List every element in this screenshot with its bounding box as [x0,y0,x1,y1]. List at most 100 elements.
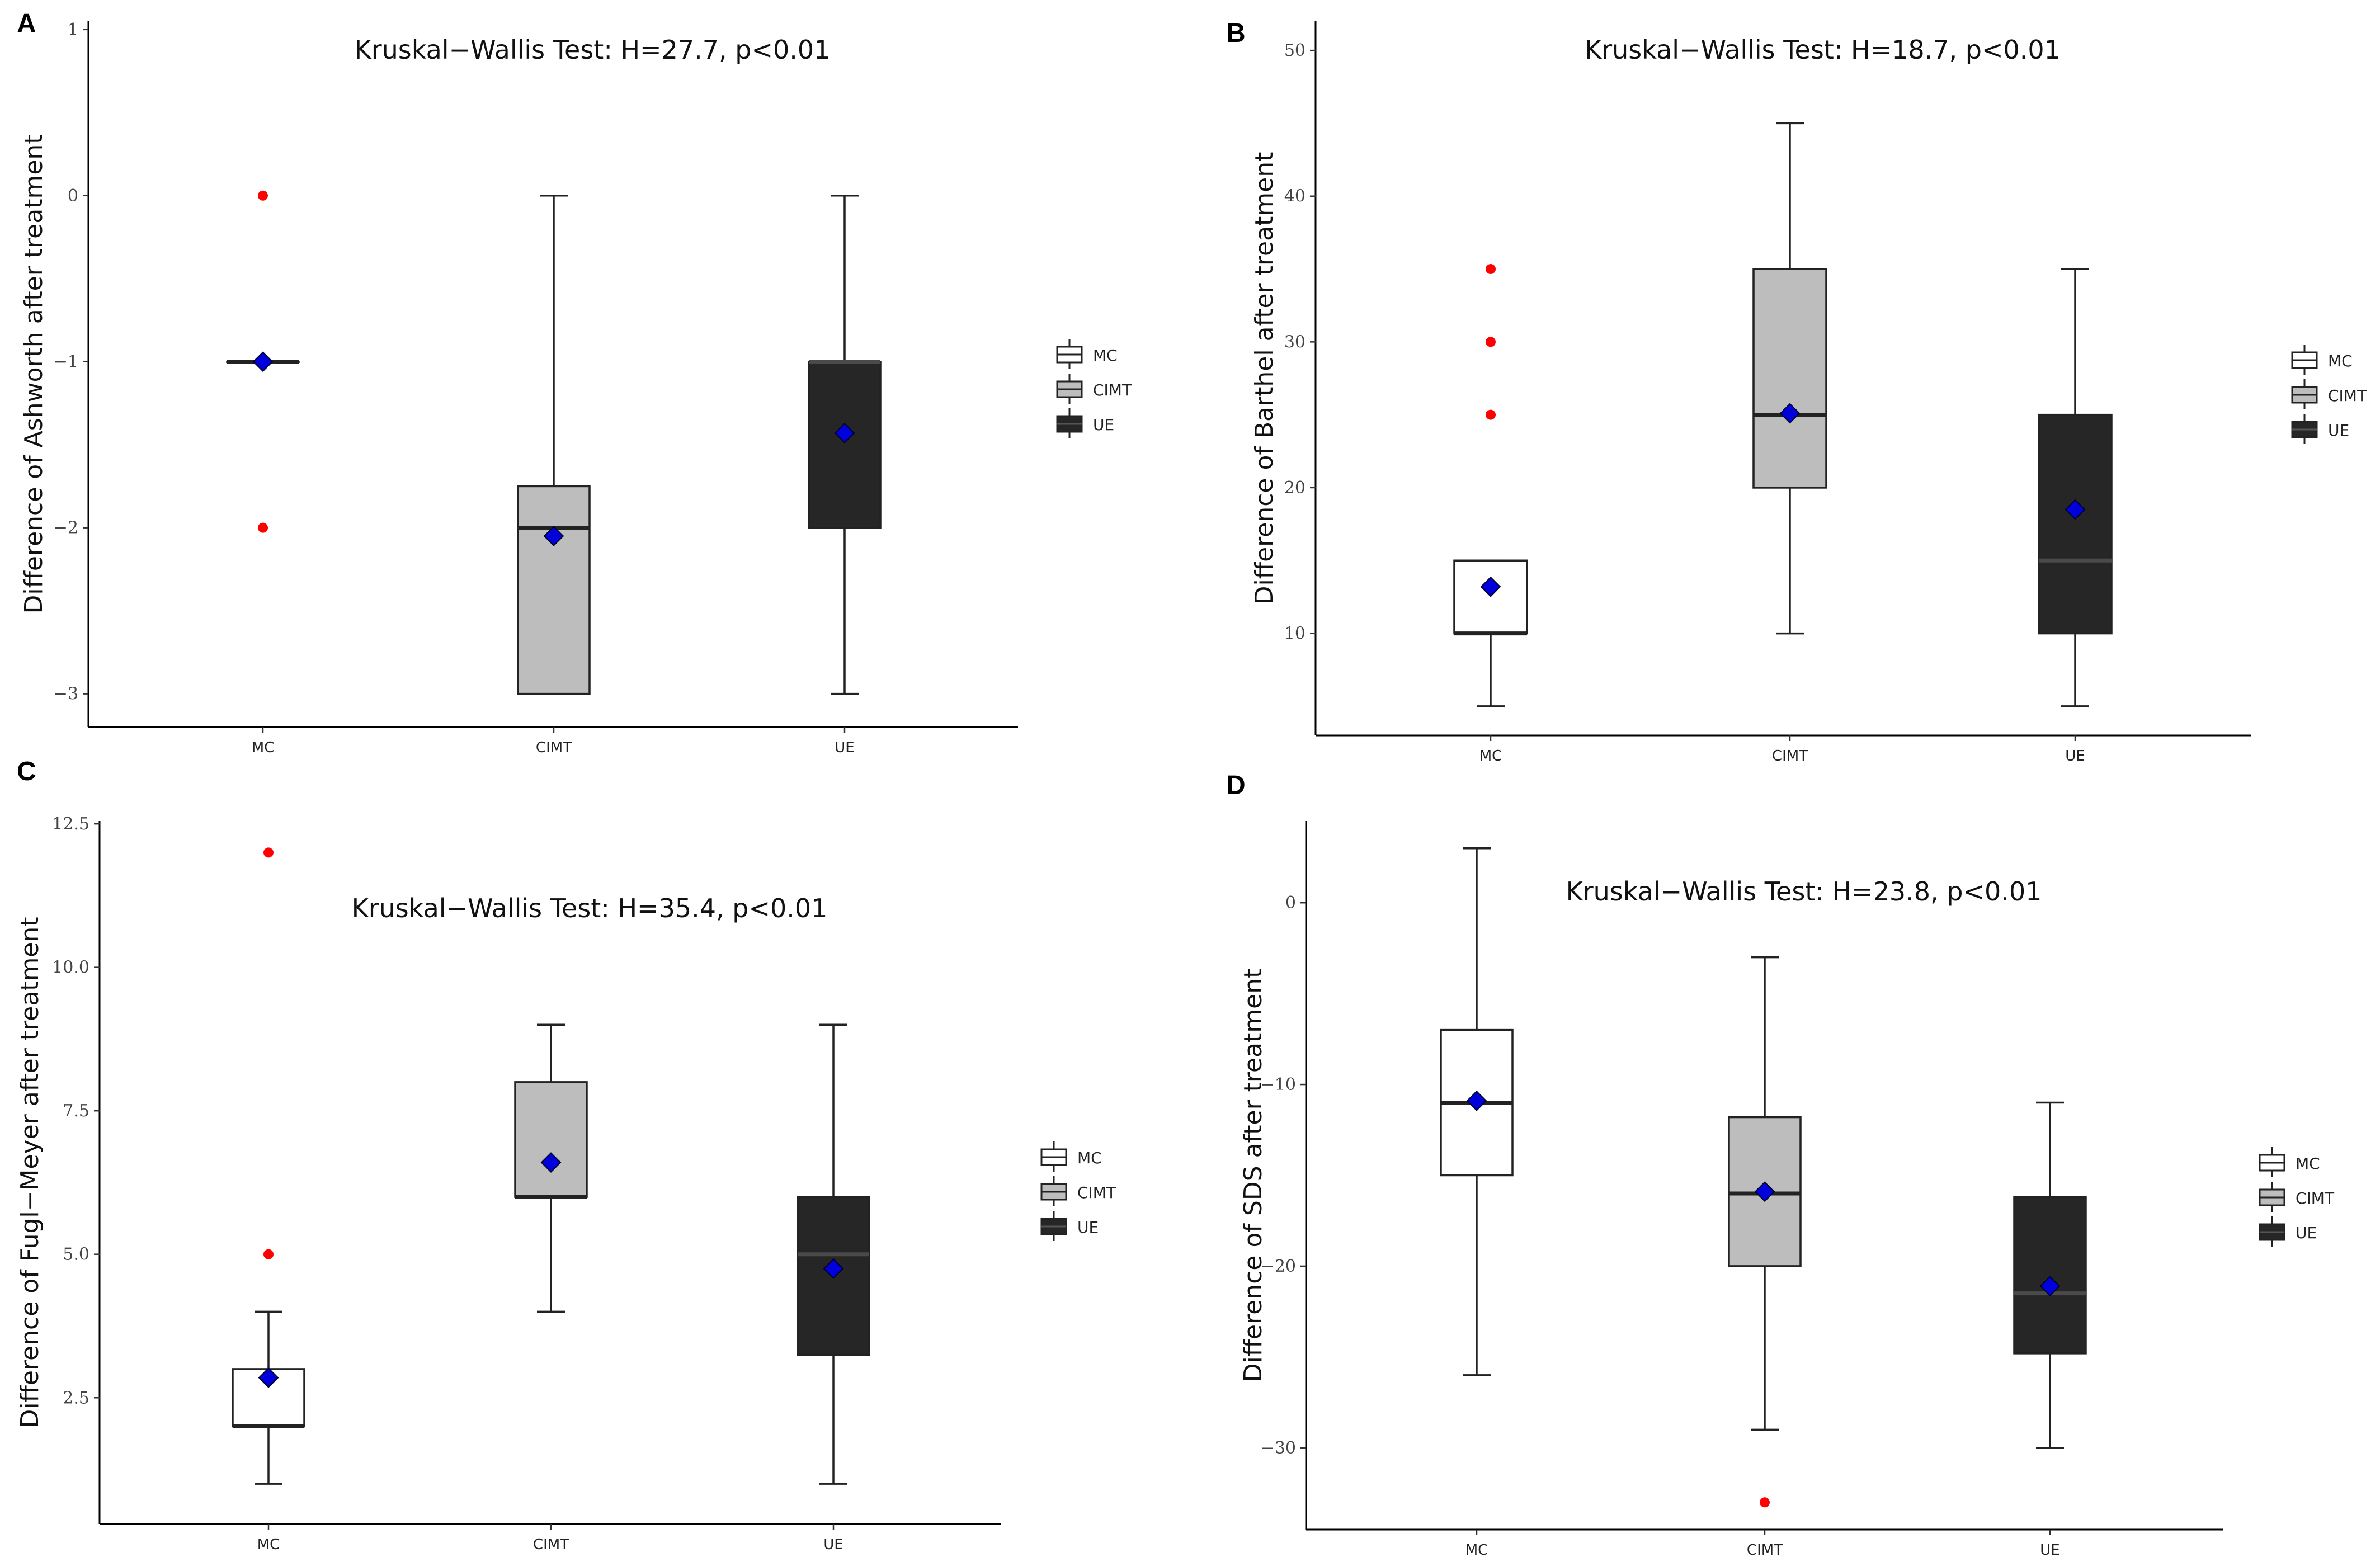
y-tick-label: 5.0 [63,1245,89,1265]
box-mc [1440,847,1514,1376]
legend-label: CIMT [2296,1189,2335,1207]
chart-title: Kruskal−Wallis Test: H=27.7, p<0.01 [355,35,831,65]
mean-marker [1754,1181,1775,1202]
y-tick-label: 1 [68,20,78,40]
panel-a: A Kruskal−Wallis Test: H=27.7, p<0.01 Diff… [17,9,1132,756]
mean-marker [1466,1090,1487,1111]
legend-label: MC [1077,1149,1102,1167]
box-iqr [517,485,591,695]
mean-marker [823,1258,844,1279]
box-ue [808,195,882,695]
y-axis-label: Difference of Ashworth after treatment [20,134,48,614]
x-tick-label: UE [823,1536,843,1553]
y-axis-label: Difference of Barthel after treatment [1250,152,1279,605]
legend: MC CIMT UE [2259,1147,2335,1247]
legend-label: MC [2296,1154,2320,1173]
mean-marker [2039,1276,2061,1297]
y-tick-label: 30 [1284,332,1306,352]
panel-c: C Kruskal−Wallis Test: H=35.4, p<0.01 Diff… [16,757,1116,1553]
y-tick-label: 7.5 [63,1101,89,1121]
box-mc [232,847,305,1485]
y-tick-label: 12.5 [52,814,89,834]
panel-letter: A [17,9,36,39]
mean-marker [543,526,564,546]
x-tick-label: MC [1479,748,1502,765]
outlier-point [263,847,274,858]
outlier-point [258,190,268,201]
legend-label: UE [1093,416,1114,434]
y-tick-label: −20 [1261,1257,1296,1276]
y-tick-label: 10 [1284,624,1306,644]
box-cimt [1752,122,1827,635]
box-iqr [2013,1196,2087,1355]
chart-title: Kruskal−Wallis Test: H=18.7, p<0.01 [1585,35,2061,65]
legend-label: CIMT [1077,1183,1116,1202]
box-cimt [1728,956,1802,1508]
y-tick-label: −2 [54,518,78,538]
legend-label: UE [2296,1224,2317,1242]
panel-d: D Kruskal−Wallis Test: H=23.8, p<0.01 Diff… [1226,771,2335,1557]
legend-label: CIMT [1093,381,1132,399]
y-tick-label: 0 [1285,893,1296,913]
panel-letter: B [1226,18,1246,48]
x-tick-label: MC [252,739,275,756]
box-cimt [517,195,591,695]
y-tick-label: −30 [1261,1438,1296,1458]
y-axis-label: Difference of SDS after treatment [1239,969,1267,1383]
y-tick-label: 2.5 [63,1388,89,1408]
x-tick-label: UE [2065,748,2085,765]
panel-b: B Kruskal−Wallis Test: H=18.7, p<0.01 Diff… [1226,18,2367,765]
mean-marker [834,422,855,443]
outlier-point [1486,264,1496,275]
y-tick-label: −3 [54,685,78,704]
y-tick-label: 10.0 [52,958,89,978]
mean-marker [252,351,274,372]
y-axis-label: Difference of Fugl−Meyer after treatment [16,917,44,1428]
y-tick-label: 20 [1284,478,1306,498]
legend-label: MC [1093,346,1118,365]
x-tick-label: CIMT [1772,748,1808,765]
legend: MC CIMT UE [1056,339,1132,438]
x-tick-label: CIMT [1747,1542,1783,1557]
y-tick-label: 50 [1284,41,1306,60]
y-tick-label: 0 [68,186,78,206]
x-tick-label: CIMT [533,1536,569,1553]
y-tick-label: −10 [1261,1075,1296,1094]
box-iqr [2038,413,2113,635]
outlier-point [258,522,268,533]
legend-label: UE [1077,1218,1099,1237]
box-iqr [514,1081,588,1198]
legend-label: UE [2328,421,2349,440]
chart-title: Kruskal−Wallis Test: H=35.4, p<0.01 [352,893,828,923]
box-iqr [808,360,882,529]
box-mc [1453,264,1528,707]
mean-marker [540,1152,562,1173]
outlier-point [1486,337,1496,347]
x-tick-label: UE [835,739,854,756]
box-ue [797,1023,870,1485]
legend: MC CIMT UE [2291,345,2367,444]
mean-marker [258,1367,279,1388]
x-tick-label: MC [257,1536,280,1553]
box-cimt [514,1023,588,1313]
y-tick-label: −1 [54,352,78,372]
mean-marker [1480,576,1501,597]
box-mc [226,190,300,533]
mean-marker [1779,403,1801,424]
box-iqr [1453,559,1528,635]
panel-letter: C [17,757,36,786]
outlier-point [1760,1497,1770,1508]
x-tick-label: UE [2040,1542,2059,1557]
box-ue [2013,1101,2087,1449]
outlier-point [1486,409,1496,420]
legend: MC CIMT UE [1040,1141,1116,1241]
panel-letter: D [1226,771,1246,800]
outlier-point [263,1249,274,1259]
box-iqr [1752,268,1827,489]
chart-title: Kruskal−Wallis Test: H=23.8, p<0.01 [1566,876,2042,907]
box-ue [2038,268,2113,707]
legend-label: MC [2328,352,2353,370]
x-tick-label: MC [1465,1542,1488,1557]
y-tick-label: 40 [1284,187,1306,206]
